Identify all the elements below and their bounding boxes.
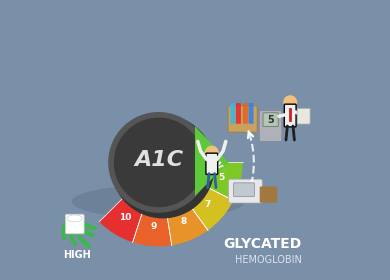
Circle shape xyxy=(108,112,209,213)
Wedge shape xyxy=(199,162,243,200)
Circle shape xyxy=(283,95,297,109)
FancyBboxPatch shape xyxy=(234,183,254,197)
Text: 5: 5 xyxy=(267,115,274,125)
Ellipse shape xyxy=(67,215,82,222)
FancyBboxPatch shape xyxy=(243,103,248,124)
FancyBboxPatch shape xyxy=(228,106,257,132)
Text: 10: 10 xyxy=(119,213,131,222)
Wedge shape xyxy=(166,199,208,245)
Text: GLYCATED: GLYCATED xyxy=(223,237,301,251)
Text: 5: 5 xyxy=(218,173,224,182)
Wedge shape xyxy=(133,205,172,246)
Circle shape xyxy=(114,118,204,207)
FancyBboxPatch shape xyxy=(259,111,282,141)
FancyBboxPatch shape xyxy=(284,104,296,127)
FancyBboxPatch shape xyxy=(248,103,254,124)
FancyBboxPatch shape xyxy=(260,186,277,203)
Polygon shape xyxy=(195,126,229,196)
Text: HIGH: HIGH xyxy=(64,250,91,260)
Circle shape xyxy=(205,146,219,160)
Wedge shape xyxy=(185,183,234,230)
Text: LOW: LOW xyxy=(200,146,223,173)
FancyBboxPatch shape xyxy=(229,179,262,203)
Wedge shape xyxy=(99,194,145,242)
Circle shape xyxy=(111,115,214,218)
Text: HEMOGLOBIN: HEMOGLOBIN xyxy=(234,255,301,265)
FancyBboxPatch shape xyxy=(66,214,84,234)
Text: A1C: A1C xyxy=(134,150,183,170)
Text: 8: 8 xyxy=(180,217,186,227)
FancyBboxPatch shape xyxy=(230,103,235,124)
FancyBboxPatch shape xyxy=(263,113,278,127)
FancyBboxPatch shape xyxy=(236,103,241,124)
Text: 7: 7 xyxy=(204,200,211,209)
FancyBboxPatch shape xyxy=(206,153,218,174)
Ellipse shape xyxy=(72,185,245,218)
Text: 9: 9 xyxy=(151,222,157,231)
FancyBboxPatch shape xyxy=(297,108,310,124)
